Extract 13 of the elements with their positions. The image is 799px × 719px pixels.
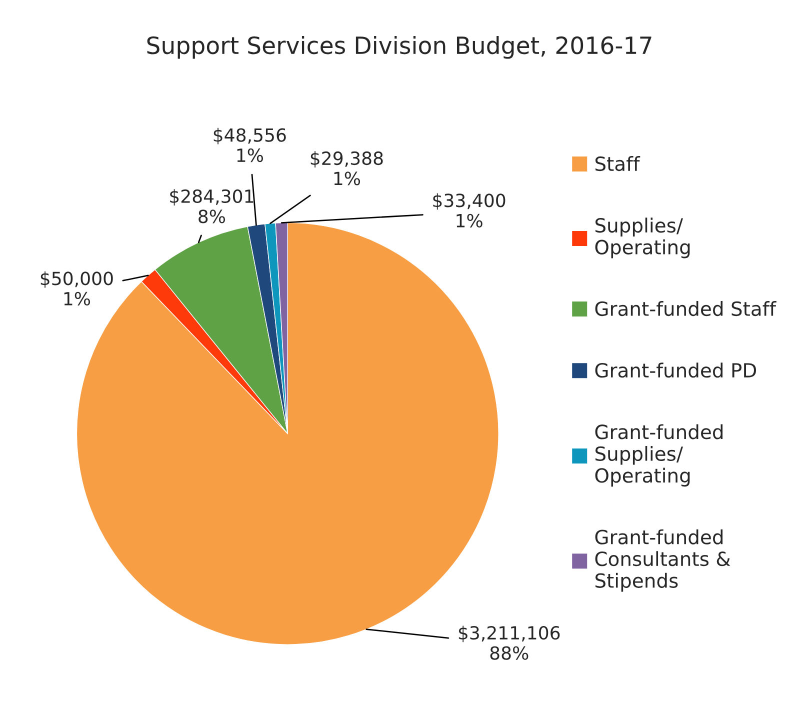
legend-label: Staff bbox=[595, 156, 640, 172]
data-label: $33,400 1% bbox=[433, 193, 506, 228]
data-label: $29,388 1% bbox=[310, 151, 383, 186]
data-label: $50,000 1% bbox=[40, 271, 113, 306]
legend-label: Supplies/ Operating bbox=[595, 218, 690, 258]
data-label: $48,556 1% bbox=[214, 128, 286, 162]
legend-label: Grant-funded PD bbox=[595, 362, 756, 378]
data-label: $284,301 8% bbox=[170, 189, 254, 224]
legend-label: Grant-funded Staff bbox=[595, 301, 776, 316]
chart-title: Support Services Division Budget, 2016-17 bbox=[147, 36, 652, 59]
legend-label: Grant-funded Supplies/ Operating bbox=[595, 424, 723, 487]
data-label: $3,211,106 88% bbox=[458, 626, 560, 660]
legend-label: Grant-funded Consultants & Stipends bbox=[595, 529, 730, 592]
